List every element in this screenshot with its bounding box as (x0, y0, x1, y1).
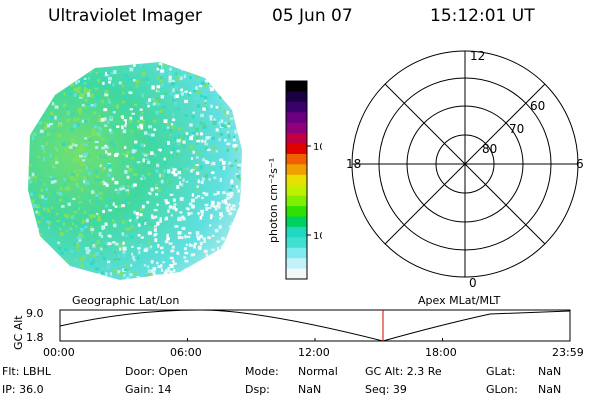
colorbar-segment (286, 196, 307, 207)
colorbar-segment (286, 237, 307, 248)
flt-field: Flt: LBHL (2, 365, 51, 378)
instrument-title: Ultraviolet Imager (48, 6, 202, 26)
dsp-value: NaN (298, 383, 321, 396)
dsp-label: Dsp: (245, 383, 270, 396)
colorbar-tick-10: 10 (313, 231, 322, 242)
gain-field: Gain: 14 (125, 383, 172, 396)
colorbar-tick-100: 100 (313, 142, 322, 153)
colorbar-segment (286, 102, 307, 113)
xtick-1800: 18:00 (425, 346, 457, 359)
polar-label-6: 6 (576, 157, 584, 171)
glat-value: NaN (538, 365, 561, 378)
colorbar-segment (286, 123, 307, 134)
colorbar-segment (286, 154, 307, 165)
polar-plot: 12 0 18 6 80 70 60 (342, 42, 592, 292)
colorbar-segment (286, 248, 307, 259)
colorbar-segment (286, 216, 307, 227)
colorbar-segment (286, 258, 307, 269)
colorbar-segment (286, 175, 307, 186)
polar-label-18: 18 (346, 157, 361, 171)
seq-field: Seq: 39 (365, 383, 407, 396)
colorbar-unit-label: photon cm⁻²s⁻¹ (267, 158, 280, 243)
xtick-2359: 23:59 (552, 346, 584, 359)
timeline-y-label: GC Alt (12, 315, 25, 350)
mode-label: Mode: (245, 365, 279, 378)
polar-label-12: 12 (470, 49, 485, 63)
ip-field: IP: 36.0 (2, 383, 44, 396)
glat-label: GLat: (486, 365, 515, 378)
colorbar-segment (286, 227, 307, 238)
glon-label: GLon: (486, 383, 518, 396)
colorbar-segment (286, 269, 307, 280)
polar-ring-label-60: 60 (530, 99, 545, 113)
colorbar-scale (286, 81, 307, 280)
xtick-1200: 12:00 (298, 346, 330, 359)
colorbar-segment (286, 81, 307, 92)
colorbar-segment (286, 133, 307, 144)
polar-ring-label-80: 80 (482, 142, 497, 156)
colorbar-segment (286, 144, 307, 155)
xtick-0000: 00:00 (43, 346, 75, 359)
mode-value: Normal (298, 365, 338, 378)
xtick-0600: 06:00 (170, 346, 202, 359)
gcalt-field: GC Alt: 2.3 Re (365, 365, 442, 378)
colorbar-segment (286, 112, 307, 123)
colorbar-segment (286, 206, 307, 217)
time-label: 15:12:01 UT (430, 6, 535, 26)
timeline-ytick-max: 9.0 (26, 307, 44, 320)
polar-ring-label-70: 70 (509, 122, 524, 136)
colorbar: 100 10 photon cm⁻²s⁻¹ (262, 78, 322, 288)
date-label: 05 Jun 07 (272, 6, 353, 26)
colorbar-segment (286, 91, 307, 102)
timeline-ytick-min: 1.8 (26, 331, 44, 344)
colorbar-segment (286, 164, 307, 175)
door-field: Door: Open (125, 365, 188, 378)
colorbar-segment (286, 185, 307, 196)
glon-value: NaN (538, 383, 561, 396)
aurora-image (0, 40, 260, 290)
polar-label-0: 0 (469, 276, 477, 290)
